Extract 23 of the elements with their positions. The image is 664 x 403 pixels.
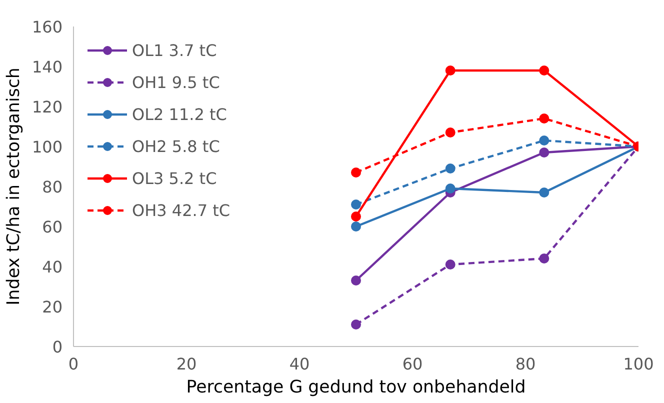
y-tick-label: 160 xyxy=(32,18,63,36)
x-tick-label: 60 xyxy=(402,354,423,374)
x-axis-title: Percentage G gedund tov onbehandeld xyxy=(186,378,526,398)
x-tick-label: 80 xyxy=(515,354,536,374)
x-tick-label: 0 xyxy=(68,354,79,374)
x-tick-label: 40 xyxy=(289,354,310,374)
legend-label: OL3 5.2 tC xyxy=(132,168,217,188)
legend-label: OH3 42.7 tC xyxy=(132,200,230,220)
y-tick-label: 20 xyxy=(42,298,62,316)
y-tick-label: 40 xyxy=(42,258,62,276)
y-tick-label: 120 xyxy=(32,98,63,116)
y-tick-label: 100 xyxy=(32,138,63,156)
x-tick-label: 100 xyxy=(623,354,654,374)
x-tick-label: 20 xyxy=(176,354,197,374)
y-tick-label: 80 xyxy=(42,178,62,196)
legend-label: OL1 3.7 tC xyxy=(132,40,217,60)
legend-label: OH1 9.5 tC xyxy=(132,72,220,92)
y-axis-title: Index tC/ha in ectorganisch xyxy=(4,68,24,306)
legend-label: OH2 5.8 tC xyxy=(132,136,220,156)
y-tick-label: 0 xyxy=(52,338,63,356)
y-tick-label: 140 xyxy=(32,58,63,76)
y-tick-label: 60 xyxy=(42,218,62,236)
legend-label: OL2 11.2 tC xyxy=(132,104,227,124)
